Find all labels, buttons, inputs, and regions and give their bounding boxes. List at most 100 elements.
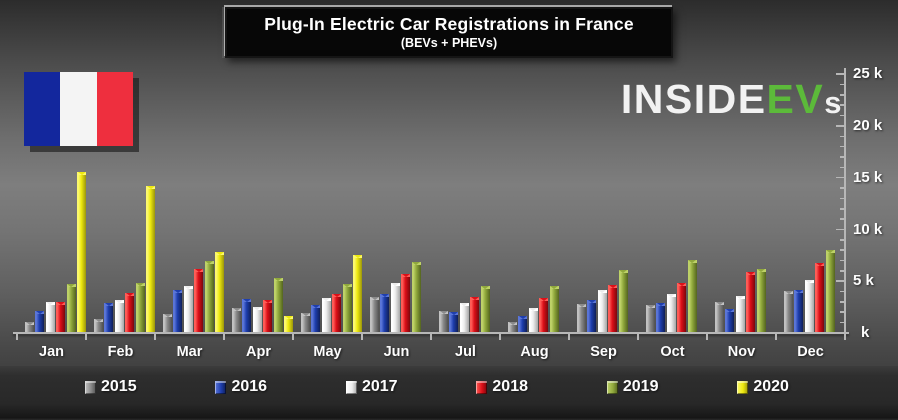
bar-2016-apr: [242, 298, 252, 333]
logo-text-ev: EV: [766, 76, 825, 122]
bar-top-notch: [263, 299, 272, 303]
bar-2015-mar: [163, 314, 172, 333]
bar-top-notch: [343, 284, 352, 288]
x-axis-tick: [361, 332, 363, 340]
bar-2019-jan: [66, 284, 76, 333]
bar-top-notch: [67, 284, 76, 288]
y-axis-tick: [840, 156, 845, 158]
bar-top-notch: [194, 268, 203, 272]
bar-2019-mar: [204, 260, 214, 333]
bar-2020-feb: [146, 186, 155, 333]
bar-top-notch: [481, 286, 490, 290]
y-axis-tick: [840, 145, 845, 148]
bar-top-notch: [391, 283, 400, 287]
x-axis-tick: [706, 332, 708, 340]
y-axis-tick: [840, 207, 845, 210]
bar-top-notch: [725, 309, 734, 313]
bar-2016-sep: [587, 299, 597, 333]
bar-2017-feb: [114, 299, 124, 333]
bar-top-notch: [529, 308, 538, 312]
bar-2018-oct: [677, 283, 687, 333]
x-axis-tick: [499, 332, 501, 340]
bar-top-notch: [577, 304, 586, 308]
bar-top-notch: [677, 283, 686, 287]
bar-top-notch: [205, 260, 214, 264]
bar-top-notch: [598, 289, 607, 293]
y-axis-tick: [840, 83, 845, 86]
y-axis-label-10k: 10 k: [853, 220, 883, 238]
bar-top-notch: [370, 296, 379, 300]
x-axis-label-jan: Jan: [39, 344, 64, 360]
y-axis-tick: [840, 238, 845, 241]
y-axis-line: [844, 68, 846, 334]
bar-top-notch: [253, 307, 262, 311]
bar-top-notch: [587, 299, 596, 303]
legend-swatch-2020: [737, 380, 749, 394]
bar-top-notch: [215, 252, 224, 256]
y-axis-label-25k: 25 k: [853, 65, 883, 83]
y-axis-tick: [836, 176, 845, 179]
legend-item-2015: 2015: [85, 378, 137, 396]
bar-top-notch: [136, 283, 145, 287]
x-axis-label-may: May: [313, 344, 342, 360]
bar-top-notch: [380, 293, 389, 297]
bar-top-notch: [311, 305, 320, 309]
y-axis-tick: [840, 166, 845, 169]
legend-item-2020: 2020: [737, 378, 789, 396]
bar-2015-jul: [439, 311, 448, 333]
bar-2020-may: [353, 255, 362, 333]
bar-top-notch: [619, 269, 628, 273]
bar-top-notch: [784, 290, 793, 294]
bar-2017-nov: [735, 295, 745, 333]
x-axis-label-oct: Oct: [660, 344, 685, 360]
bar-2018-jul: [470, 296, 480, 333]
bar-top-notch: [115, 299, 124, 303]
bar-top-notch: [232, 308, 241, 312]
x-axis-label-feb: Feb: [107, 344, 134, 360]
bar-top-notch: [815, 262, 824, 266]
y-axis-tick: [840, 197, 845, 200]
x-axis-tick: [844, 332, 846, 340]
bar-top-notch: [794, 289, 803, 293]
bar-top-notch: [163, 314, 172, 318]
x-axis-tick: [430, 332, 432, 340]
bar-top-notch: [539, 297, 548, 301]
bar-top-notch: [104, 303, 113, 306]
legend-item-2018: 2018: [476, 378, 528, 396]
x-axis-label-apr: Apr: [246, 344, 271, 360]
bar-top-notch: [508, 321, 517, 325]
bar-top-notch: [77, 171, 86, 175]
bar-top-notch: [608, 285, 617, 289]
bar-2019-dec: [825, 250, 835, 333]
bar-top-notch: [274, 278, 283, 282]
bar-top-notch: [35, 311, 44, 315]
y-axis-tick: [836, 332, 845, 334]
bar-top-notch: [184, 286, 193, 290]
bar-2015-jun: [370, 296, 379, 333]
x-axis-label-nov: Nov: [727, 344, 756, 360]
y-axis-tick: [840, 218, 845, 220]
bar-top-notch: [56, 301, 65, 305]
bar-top-notch: [146, 186, 155, 190]
y-axis-tick: [836, 125, 845, 127]
bar-2019-jul: [480, 286, 490, 333]
y-axis-label-15k: 15 k: [853, 168, 883, 186]
bar-2015-may: [301, 313, 310, 333]
bar-2017-dec: [804, 280, 814, 333]
bar-top-notch: [736, 295, 745, 299]
legend-label-2015: 2015: [101, 378, 137, 395]
legend-label-2016: 2016: [231, 378, 268, 395]
bar-top-notch: [656, 303, 665, 306]
bar-2019-sep: [618, 269, 628, 333]
bar-2017-jul: [459, 303, 469, 333]
y-axis-tick: [840, 269, 845, 272]
legend-label-2017: 2017: [361, 378, 398, 395]
bar-2016-jan: [35, 311, 45, 333]
bar-2016-dec: [794, 289, 804, 333]
bar-top-notch: [94, 318, 103, 322]
bar-2016-oct: [656, 303, 666, 333]
chart-subtitle: (BEVs + PHEVs): [400, 36, 498, 50]
bar-top-notch: [173, 289, 182, 293]
bar-2017-mar: [183, 286, 193, 333]
